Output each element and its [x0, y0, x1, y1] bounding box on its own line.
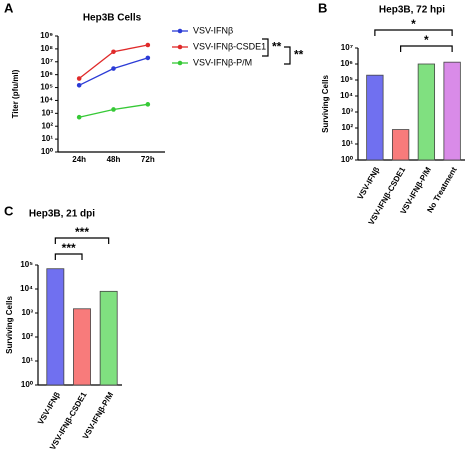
legend-label: VSV-IFNβ-CSDE1: [193, 41, 266, 51]
y-tick-label: 10²: [21, 332, 33, 341]
data-point: [76, 114, 82, 120]
y-tick-label: 10⁸: [40, 44, 53, 53]
panel-letter: B: [318, 0, 327, 15]
data-point: [76, 82, 82, 88]
significance-bracket: [262, 38, 269, 57]
chart-title: Hep3B, 21 dpi: [29, 209, 95, 220]
y-tick-label: 10⁴: [20, 284, 33, 293]
chart-title: Hep3B Cells: [83, 13, 142, 24]
significance-bracket: [400, 45, 453, 52]
y-tick-label: 10²: [341, 123, 353, 132]
y-tick-label: 10⁰: [21, 380, 34, 389]
series-line: [78, 57, 149, 86]
y-tick-label: 10³: [341, 107, 353, 116]
data-point: [145, 55, 151, 61]
significance-label: ***: [75, 225, 89, 239]
legend-marker: [177, 44, 183, 50]
y-tick-label: 10⁴: [40, 96, 53, 105]
x-tick-label: VSV-IFNβ: [356, 165, 382, 201]
significance-label: *: [411, 17, 416, 31]
x-tick-label: VSV-IFNβ: [36, 390, 62, 426]
y-tick-label: 10¹: [41, 134, 53, 143]
bar: [443, 61, 461, 161]
legend-marker: [177, 60, 183, 66]
significance-bracket: [284, 46, 291, 65]
significance-bracket: [54, 237, 110, 244]
y-tick-label: 10⁰: [41, 147, 54, 156]
y-tick-label: 10⁵: [340, 75, 353, 84]
y-tick-label: 10⁹: [40, 31, 53, 40]
y-tick-label: 10⁷: [41, 57, 53, 66]
y-tick-label: 10⁵: [40, 83, 53, 92]
bar: [46, 268, 65, 386]
y-tick-label: 10³: [21, 308, 33, 317]
significance-label: **: [294, 48, 304, 62]
y-tick-label: 10⁶: [340, 59, 353, 68]
significance-label: *: [424, 33, 429, 47]
bar: [99, 290, 118, 386]
data-point: [145, 42, 151, 48]
panel-letter: A: [4, 0, 14, 15]
data-point: [76, 76, 82, 81]
legend-marker: [177, 28, 183, 34]
bar: [73, 308, 91, 386]
data-point: [145, 102, 151, 107]
significance-bracket: [54, 253, 83, 260]
y-axis-label: Titer (pfu/ml): [11, 69, 20, 118]
y-axis-label: Surviving Cells: [5, 296, 14, 354]
x-tick-label: 72h: [141, 155, 155, 164]
data-point: [111, 66, 116, 71]
data-point: [111, 107, 116, 112]
y-tick-label: 10⁷: [341, 43, 353, 52]
chart-title: Hep3B, 72 hpi: [379, 5, 445, 16]
x-tick-label: 48h: [107, 155, 121, 164]
y-tick-label: 10⁵: [20, 260, 33, 269]
data-point: [111, 49, 116, 55]
legend-label: VSV-IFNβ-P/M: [193, 57, 252, 67]
significance-label: ***: [62, 241, 76, 255]
bar: [366, 74, 384, 161]
y-tick-label: 10⁰: [341, 155, 354, 164]
y-tick-label: 10³: [41, 108, 53, 117]
panel-letter: C: [4, 203, 14, 218]
significance-bracket: [374, 29, 453, 36]
significance-label: **: [272, 40, 282, 54]
bar: [391, 129, 410, 161]
bar: [417, 63, 436, 161]
y-tick-label: 10⁴: [340, 91, 353, 100]
y-axis-label: Surviving Cells: [321, 75, 330, 133]
x-tick-label: 24h: [72, 155, 86, 164]
y-tick-label: 10²: [41, 121, 53, 130]
legend-label: VSV-IFNβ: [193, 25, 233, 35]
y-tick-label: 10⁶: [40, 70, 53, 79]
y-tick-label: 10¹: [341, 139, 353, 148]
y-tick-label: 10¹: [21, 356, 33, 365]
